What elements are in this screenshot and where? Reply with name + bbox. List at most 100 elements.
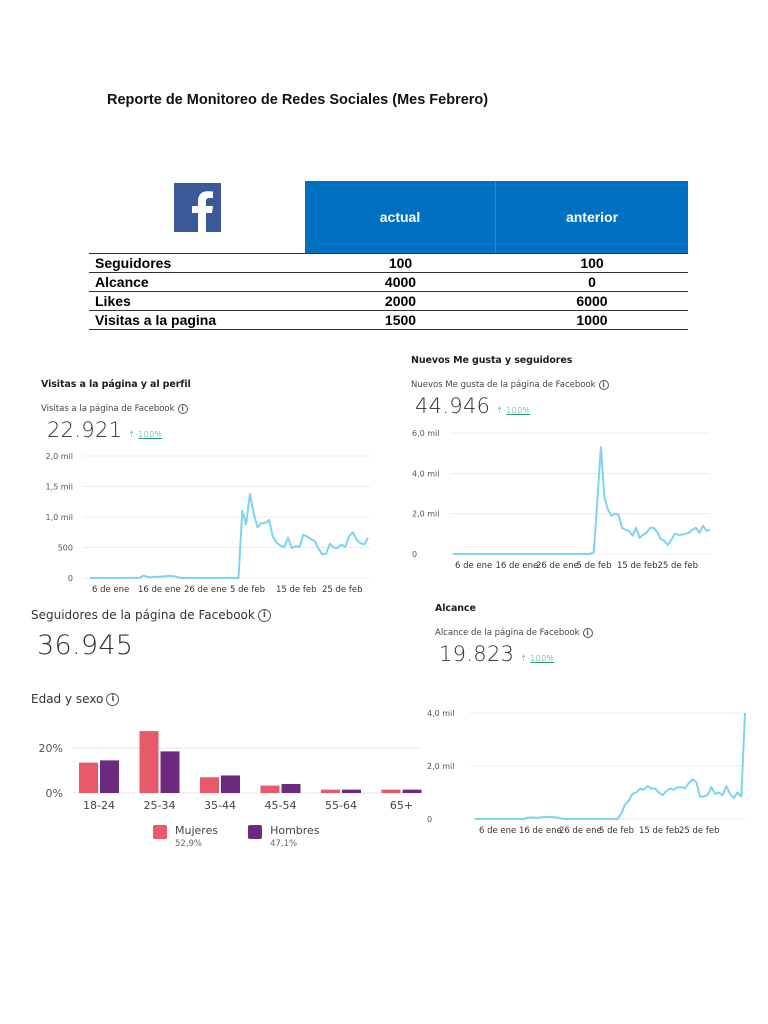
y-tick-label: 0 xyxy=(68,574,73,583)
subheading-text: Visitas a la página de Facebook xyxy=(41,404,175,414)
y-tick-label: 0 xyxy=(412,550,417,559)
metric-value: 19.823 xyxy=(439,642,515,666)
delta-value[interactable]: 100% xyxy=(506,406,531,415)
facebook-icon xyxy=(174,183,221,232)
legend-label: Hombres xyxy=(270,824,320,837)
arrow-up-icon: ↑ xyxy=(520,654,528,663)
y-tick-label: 2,0 mil xyxy=(412,510,440,519)
info-icon[interactable]: i xyxy=(582,628,593,638)
bar-mujeres-45-54[interactable] xyxy=(260,785,280,793)
x-tick-label: 45-54 xyxy=(265,799,297,812)
x-tick-label: 25 de feb xyxy=(658,561,698,571)
row-label: Visitas a la pagina xyxy=(89,310,305,330)
bar-mujeres-65+[interactable] xyxy=(381,789,401,793)
report-title: Reporte de Monitoreo de Redes Sociales (… xyxy=(107,92,489,108)
row-label: Likes xyxy=(89,291,305,311)
data-line[interactable] xyxy=(90,492,369,579)
x-tick-label: 18-24 xyxy=(83,799,115,812)
table-row: Visitas a la pagina 1500 1000 xyxy=(89,310,688,330)
actual-value: 100 xyxy=(305,253,496,273)
alcance-panel: Alcance Alcance de la página de Facebook… xyxy=(435,603,593,666)
metric-value-row: 19.823 ↑ 100% xyxy=(439,642,593,666)
y-tick-label: 1,0 mil xyxy=(45,513,73,522)
metric-value: 44.946 xyxy=(415,394,491,418)
metric-value: 22.921 xyxy=(47,418,123,442)
edad-sexo-bar-chart: 0% 20% 18-24 25-34 35-44 45-54 55-64 65+ xyxy=(39,731,422,812)
bar-hombres-65+[interactable] xyxy=(402,789,422,793)
seguidores-panel: Seguidores de la página de Facebook i 36… xyxy=(31,608,271,661)
panel-subheading: Seguidores de la página de Facebook i xyxy=(31,608,271,622)
delta-value[interactable]: 100% xyxy=(530,654,555,663)
column-header-anterior: anterior xyxy=(496,181,688,253)
delta-value[interactable]: 100% xyxy=(138,430,163,439)
y-tick-label: 2,0 mil xyxy=(45,452,73,461)
info-icon[interactable]: i xyxy=(598,380,609,390)
table-row: Likes 2000 6000 xyxy=(89,291,688,311)
x-tick-label: 16 de ene xyxy=(519,826,562,836)
x-tick-label: 26 de ene xyxy=(559,826,602,836)
arrow-up-icon: ↑ xyxy=(128,430,136,439)
y-tick-label: 6,0 mil xyxy=(412,429,440,438)
y-tick-label: 4,0 mil xyxy=(412,469,440,478)
row-label: Seguidores xyxy=(89,253,305,273)
x-tick-label: 25 de feb xyxy=(679,826,719,836)
legend-share: 47,1% xyxy=(270,839,298,849)
subheading-text: Nuevos Me gusta de la página de Facebook xyxy=(411,380,596,390)
arrow-up-icon: ↑ xyxy=(496,406,504,415)
metric-value-row: 22.921 ↑ 100% xyxy=(47,418,191,442)
mujeres-swatch xyxy=(153,825,167,839)
bar-hombres-45-54[interactable] xyxy=(281,784,301,793)
x-tick-label: 26 de ene xyxy=(536,561,579,571)
bar-hombres-55-64[interactable] xyxy=(342,789,361,793)
table-row: Alcance 4000 0 xyxy=(89,272,688,292)
legend-item-mujeres[interactable]: Mujeres 52,9% xyxy=(153,824,218,849)
x-tick-label: 65+ xyxy=(390,799,413,812)
bar-mujeres-18-24[interactable] xyxy=(79,762,98,793)
y-tick-label: 4,0 mil xyxy=(427,709,455,718)
x-tick-label: 25 de feb xyxy=(322,585,362,595)
x-tick-label: 5 de feb xyxy=(577,561,612,571)
info-icon[interactable]: i xyxy=(177,404,188,414)
panel-subheading: Nuevos Me gusta de la página de Facebook… xyxy=(411,380,609,390)
bar-hombres-25-34[interactable] xyxy=(160,751,180,793)
delta-badge: ↑ 100% xyxy=(496,406,530,415)
x-tick-label: 15 de feb xyxy=(617,561,657,571)
y-tick-label: 1,5 mil xyxy=(45,483,73,492)
data-line[interactable] xyxy=(453,446,711,555)
info-icon[interactable]: i xyxy=(257,608,271,622)
edad-sexo-panel: Edad y sexo i xyxy=(31,692,120,706)
y-tick-label: 20% xyxy=(39,742,63,755)
panel-subheading: Edad y sexo i xyxy=(31,692,120,706)
visitas-line-chart: 0 500 1,0 mil 1,5 mil 2,0 mil 6 de ene 16 de e… xyxy=(45,452,370,595)
metric-value-row: 44.946 ↑ 100% xyxy=(415,394,609,418)
data-line[interactable] xyxy=(475,712,746,820)
bar-hombres-18-24[interactable] xyxy=(100,760,119,793)
x-tick-label: 15 de feb xyxy=(639,826,679,836)
x-tick-label: 16 de ene xyxy=(138,585,181,595)
subheading-text: Edad y sexo xyxy=(31,692,104,706)
x-tick-label: 6 de ene xyxy=(455,561,492,571)
bar-mujeres-55-64[interactable] xyxy=(321,789,340,793)
y-tick-label: 0% xyxy=(46,787,63,800)
actual-value: 1500 xyxy=(305,310,496,330)
table-row: Seguidores 100 100 xyxy=(89,253,688,273)
metric-value: 36.945 xyxy=(37,630,134,661)
bar-mujeres-25-34[interactable] xyxy=(139,731,159,793)
subheading-text: Alcance de la página de Facebook xyxy=(435,628,580,638)
bar-mujeres-35-44[interactable] xyxy=(200,777,219,793)
x-tick-label: 26 de ene xyxy=(184,585,227,595)
x-tick-label: 5 de feb xyxy=(230,585,265,595)
legend-item-hombres[interactable]: Hombres 47,1% xyxy=(248,824,320,849)
legend-share: 52,9% xyxy=(175,839,203,849)
info-icon[interactable]: i xyxy=(106,692,120,706)
delta-badge: ↑ 100% xyxy=(128,430,162,439)
actual-value: 2000 xyxy=(305,291,496,311)
bar-hombres-35-44[interactable] xyxy=(221,775,240,793)
visitas-panel: Visitas a la página y al perfil Visitas … xyxy=(41,379,191,442)
panel-heading: Alcance xyxy=(435,603,476,614)
y-tick-label: 2,0 mil xyxy=(427,762,455,771)
metric-value-row: 36.945 xyxy=(37,630,271,661)
subheading-text: Seguidores de la página de Facebook xyxy=(31,608,255,622)
